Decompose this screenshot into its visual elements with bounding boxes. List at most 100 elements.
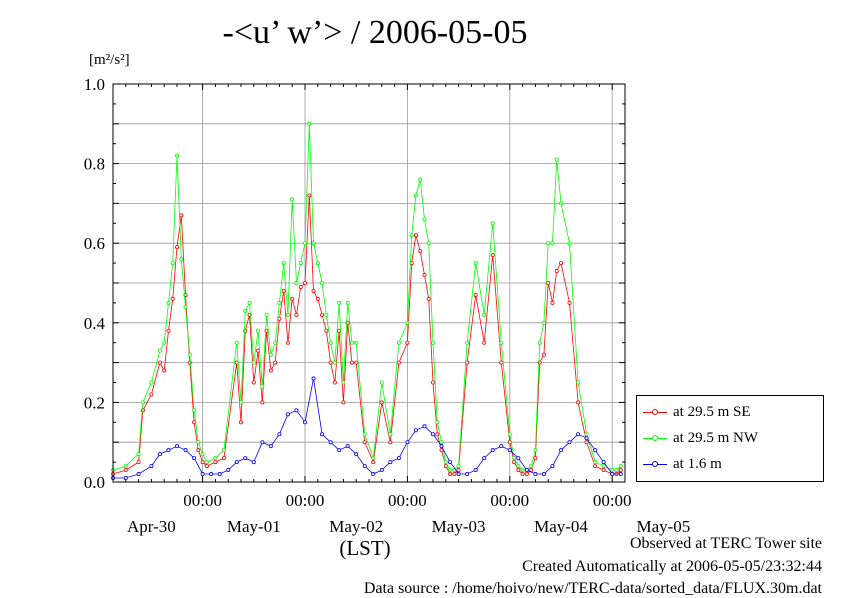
series-point: [192, 456, 197, 461]
series-point: [388, 460, 393, 465]
series-point: [243, 308, 248, 313]
series-point: [533, 456, 538, 461]
series-point: [268, 368, 273, 373]
x-date-label: May-01: [227, 517, 281, 536]
series-point: [516, 456, 521, 461]
series-point: [311, 376, 316, 381]
series-point: [149, 464, 154, 469]
series-point: [226, 468, 231, 473]
series-point: [302, 420, 307, 425]
series-point: [435, 432, 440, 437]
series-point: [418, 177, 423, 182]
series-point: [448, 460, 453, 465]
series-point: [166, 328, 171, 333]
series-point: [610, 468, 615, 473]
series-0: [111, 193, 623, 477]
series-point: [187, 360, 192, 365]
series-point: [221, 456, 226, 461]
legend-label-low: at 1.6 m: [673, 455, 722, 472]
series-point: [439, 444, 444, 449]
series-point: [294, 312, 299, 317]
legend-marker-se: [643, 407, 667, 417]
series-point: [315, 296, 320, 301]
series-point: [516, 468, 521, 473]
series-point: [320, 312, 325, 317]
series-point: [593, 448, 598, 453]
series-point: [277, 432, 282, 437]
series-point: [371, 456, 376, 461]
series-point: [482, 456, 487, 461]
series-point: [499, 340, 504, 345]
y-tick-label: 0.4: [84, 314, 106, 333]
series-point: [422, 424, 427, 429]
series-point: [430, 340, 435, 345]
series-point: [422, 273, 427, 278]
series-point: [166, 448, 171, 453]
legend-marker-nw: [643, 433, 667, 443]
series-point: [533, 448, 538, 453]
series-point: [285, 312, 290, 317]
series-point: [546, 241, 551, 246]
series-point: [618, 468, 623, 473]
series-point: [520, 468, 525, 473]
legend-item-nw: at 29.5 m NW: [643, 428, 758, 448]
series-point: [285, 340, 290, 345]
series-point: [277, 300, 282, 305]
series-point: [550, 241, 555, 246]
series-point: [123, 468, 128, 473]
series-point: [170, 261, 175, 266]
series-point: [341, 400, 346, 405]
series-point: [243, 456, 248, 461]
series-point: [200, 452, 205, 457]
series-point: [247, 300, 252, 305]
series-point: [345, 444, 350, 449]
series-point: [618, 464, 623, 469]
series-point: [512, 460, 517, 465]
series-point: [315, 261, 320, 266]
series-point: [349, 340, 354, 345]
footer-observed: Observed at TERC Tower site: [629, 535, 822, 552]
series-point: [465, 472, 470, 477]
series-point: [554, 157, 559, 162]
series-point: [179, 257, 184, 262]
series-point: [264, 312, 269, 317]
series-point: [512, 456, 517, 461]
series-point: [413, 428, 418, 433]
series-point: [405, 320, 410, 325]
series-point: [448, 468, 453, 473]
grid-lines: [113, 84, 625, 482]
x-time-tick-label: 00:00: [183, 491, 222, 510]
series-point: [524, 468, 529, 473]
series-point: [256, 328, 261, 333]
series-point: [294, 280, 299, 285]
series-point: [217, 472, 222, 477]
series-point: [396, 340, 401, 345]
series-point: [507, 448, 512, 453]
series-point: [268, 444, 273, 449]
series-point: [541, 320, 546, 325]
series-point: [576, 380, 581, 385]
series-point: [187, 352, 192, 357]
series-point: [277, 316, 282, 321]
x-date-label: May-04: [534, 517, 588, 536]
footer-created: Created Automatically at 2006-05-05/23:3…: [522, 558, 822, 575]
series-point: [251, 380, 256, 385]
footer-source: Data source : /home/hoivo/new/TERC-data/…: [363, 580, 822, 597]
series-point: [584, 432, 589, 437]
series-point: [610, 472, 615, 477]
series-point: [328, 440, 333, 445]
series-point: [541, 352, 546, 357]
series-point: [448, 472, 453, 477]
series-point: [307, 121, 312, 126]
series-point: [179, 213, 184, 218]
series-point: [354, 340, 359, 345]
series-point: [290, 197, 295, 202]
x-time-tick-label: 00:00: [593, 491, 632, 510]
series-point: [456, 464, 461, 469]
chart-title: -<u’ w’> / 2006-05-05: [222, 14, 528, 51]
series-point: [473, 292, 478, 297]
series-point: [349, 360, 354, 365]
series-point: [541, 472, 546, 477]
series-point: [298, 261, 303, 266]
